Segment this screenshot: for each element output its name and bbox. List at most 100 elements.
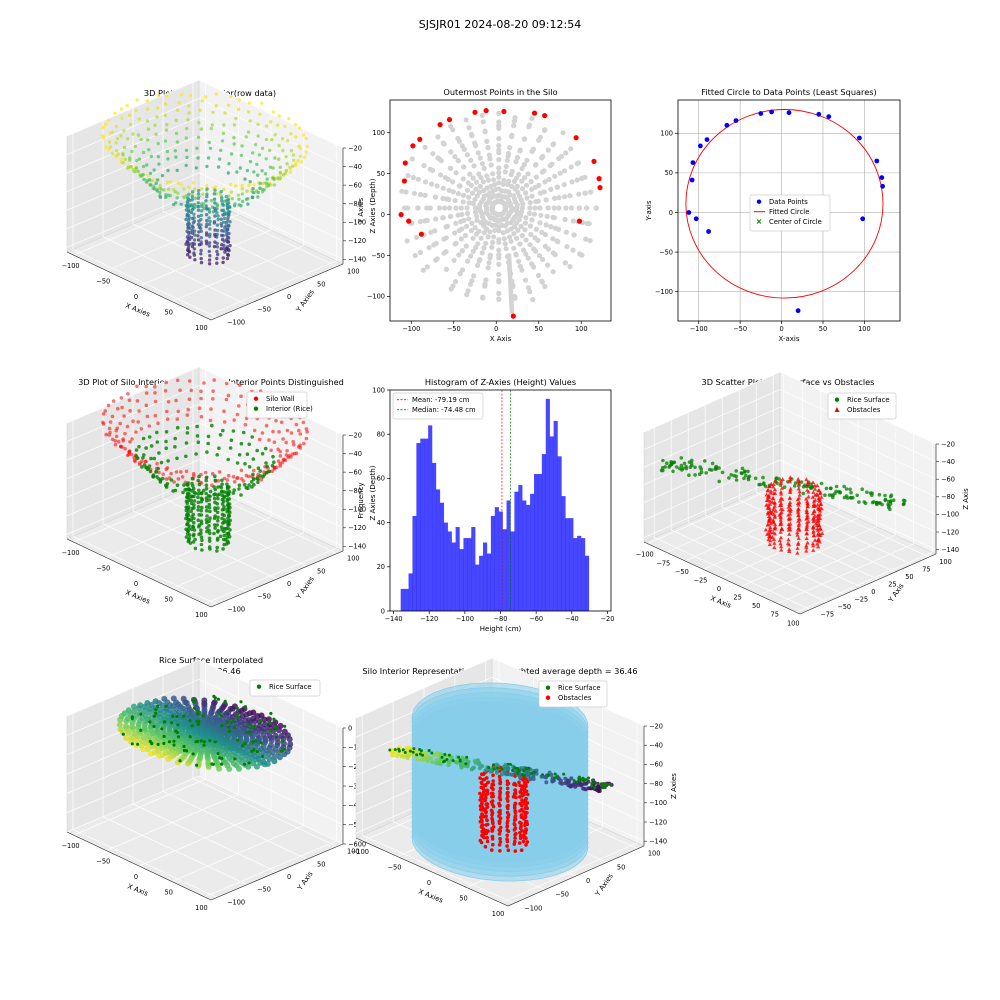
gray-point xyxy=(474,213,480,219)
gray-point xyxy=(545,246,552,252)
obstacle-point xyxy=(498,829,503,833)
outermost-point xyxy=(597,185,603,191)
surface-point xyxy=(824,486,829,491)
wall-point xyxy=(257,437,262,442)
gray-point xyxy=(496,119,502,125)
interior-point xyxy=(196,505,201,509)
interior-point xyxy=(231,491,236,495)
data-point xyxy=(263,172,268,176)
interior-point xyxy=(185,522,189,527)
x-tick-label: 0 xyxy=(134,580,138,588)
interior-point xyxy=(197,482,202,487)
wall-point xyxy=(165,417,170,421)
interior-point xyxy=(260,451,265,456)
obstacle-point xyxy=(810,495,815,499)
surface-cell xyxy=(494,770,499,775)
interior-point xyxy=(212,531,216,536)
obstacle-point xyxy=(796,506,801,511)
surface-point xyxy=(849,496,854,500)
surface-point xyxy=(236,738,240,742)
obstacle-point xyxy=(816,537,821,541)
surface-point xyxy=(411,750,415,754)
z-tick-label: −100 xyxy=(649,799,667,807)
obstacle-point xyxy=(519,848,524,852)
data-point xyxy=(281,148,285,153)
gray-point xyxy=(470,248,476,254)
x-tick-label: −100 xyxy=(456,615,474,623)
surface-point xyxy=(572,779,576,783)
wall-point xyxy=(126,392,130,396)
obstacle-point xyxy=(815,528,820,532)
z-tick-label: −20 xyxy=(348,144,362,152)
data-point xyxy=(199,127,203,131)
data-point xyxy=(204,95,208,99)
obstacle-point xyxy=(771,482,776,487)
surface-point xyxy=(562,772,566,776)
interior-point xyxy=(220,502,225,506)
chart-title: Rice Surface Interpolated xyxy=(159,655,263,665)
surface-point xyxy=(596,781,600,785)
surface-cell xyxy=(454,760,459,765)
data-point xyxy=(189,210,193,215)
data-point xyxy=(146,138,150,142)
legend-marker xyxy=(756,219,762,224)
obstacle-point xyxy=(513,788,517,792)
obstacle-point xyxy=(816,522,822,527)
surface-cell xyxy=(567,779,572,784)
data-point xyxy=(207,244,212,248)
obstacle-point xyxy=(512,818,517,823)
interior-point xyxy=(149,456,153,461)
obstacle-point xyxy=(512,828,517,832)
y-tick-label: 100 xyxy=(372,386,385,394)
surface-point xyxy=(172,743,176,747)
interior-point xyxy=(185,431,190,435)
outermost-point xyxy=(406,218,412,224)
gray-point xyxy=(470,201,476,207)
obstacle-point xyxy=(796,540,801,545)
gray-point xyxy=(540,153,546,160)
surface-point xyxy=(202,743,206,747)
data-point xyxy=(148,183,153,187)
obstacle-point xyxy=(522,780,527,785)
surface-cell xyxy=(506,767,510,772)
surface-point xyxy=(600,784,604,788)
data-point xyxy=(156,155,161,159)
data-point xyxy=(224,194,228,199)
wall-point xyxy=(114,434,119,439)
interior-point xyxy=(237,487,241,491)
gray-point xyxy=(511,231,517,237)
surface-cell xyxy=(152,698,159,705)
grid-line-x xyxy=(138,114,272,287)
gray-point xyxy=(496,147,502,153)
data-point xyxy=(135,159,139,163)
data-point xyxy=(244,197,249,201)
gray-point xyxy=(576,205,583,211)
data-point xyxy=(258,112,262,116)
wall-point xyxy=(209,407,213,411)
surface-point xyxy=(196,722,200,727)
surface-point xyxy=(541,773,544,777)
surface-cell xyxy=(528,777,533,782)
y-axis-line xyxy=(210,550,344,608)
histogram-bar xyxy=(455,527,460,611)
surface-cell xyxy=(563,776,568,781)
interior-point xyxy=(247,442,251,447)
data-point xyxy=(786,110,792,116)
wall-point xyxy=(179,470,183,474)
gray-point xyxy=(510,123,517,129)
interior-point xyxy=(191,534,196,538)
data-point xyxy=(110,151,115,156)
surface-point xyxy=(195,739,200,744)
surface-point xyxy=(883,493,887,498)
obstacle-point xyxy=(779,480,784,485)
gray-point xyxy=(464,152,470,158)
data-point xyxy=(287,116,291,121)
surface-point xyxy=(602,782,606,785)
obstacle-point xyxy=(490,837,495,841)
data-point xyxy=(215,256,219,261)
grid-line-y xyxy=(738,390,896,573)
surface-cell xyxy=(144,746,151,752)
data-point xyxy=(276,123,280,127)
surface-cell xyxy=(476,762,481,766)
surface-point xyxy=(865,490,869,495)
